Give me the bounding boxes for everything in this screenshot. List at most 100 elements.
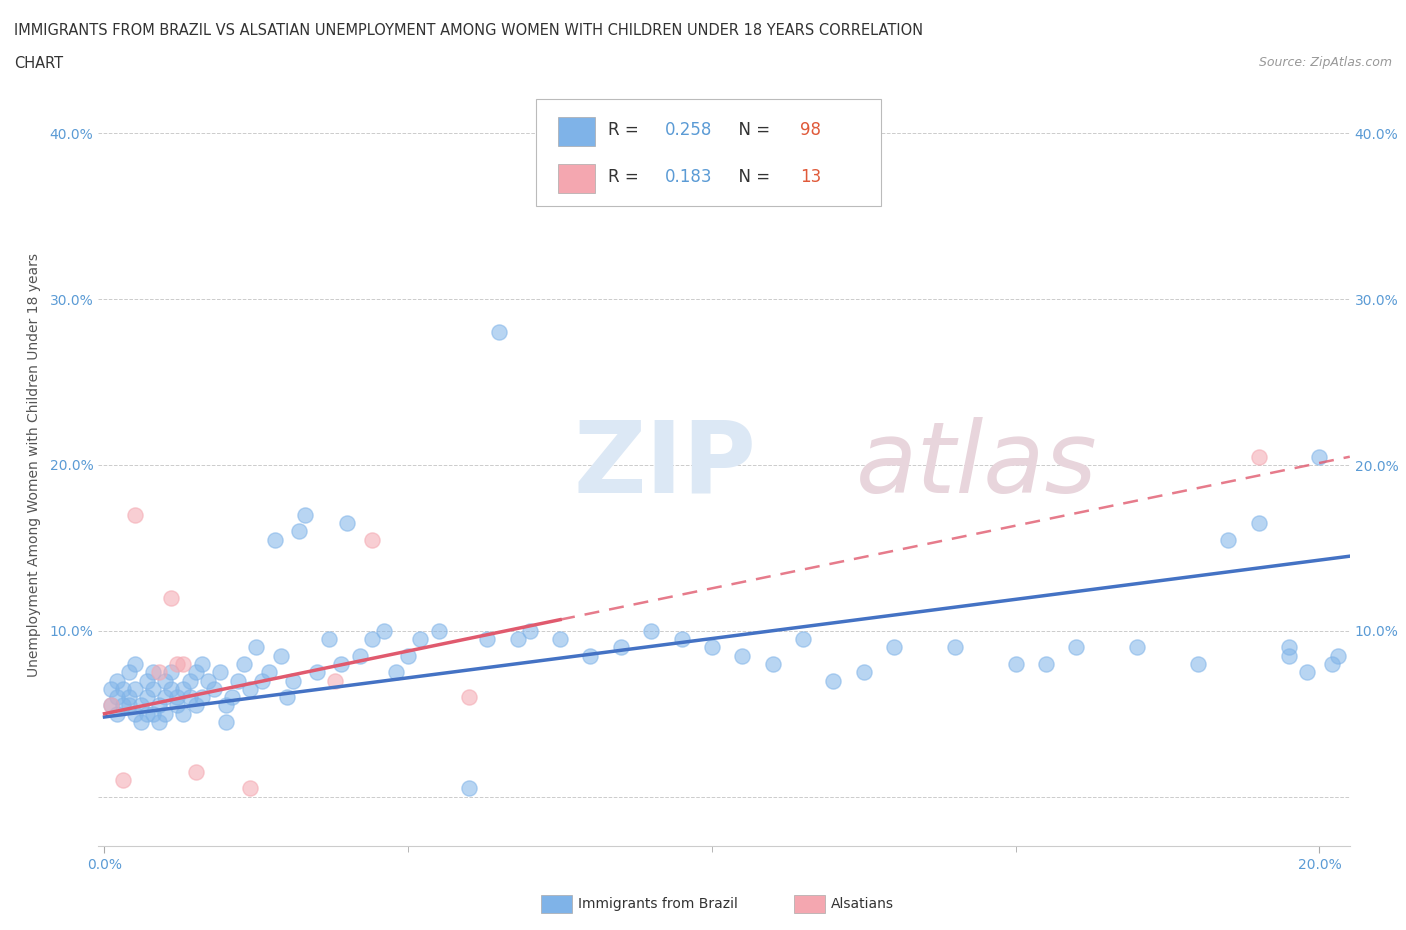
Point [172, 682, 194, 697]
Point [1296, 665, 1319, 680]
Text: N =: N = [728, 167, 770, 186]
Point [762, 657, 785, 671]
Point [349, 648, 371, 663]
Point [118, 690, 141, 705]
Point [640, 623, 662, 638]
Point [142, 706, 165, 721]
Point [111, 682, 134, 697]
Point [105, 673, 128, 688]
Point [671, 631, 693, 646]
Point [239, 781, 262, 796]
Point [360, 631, 382, 646]
Point [731, 648, 754, 663]
Point [1218, 532, 1240, 547]
Point [276, 690, 298, 705]
Point [852, 665, 875, 680]
Point [318, 631, 340, 646]
Point [184, 665, 207, 680]
Point [1320, 657, 1343, 671]
Point [111, 698, 134, 712]
Text: ZIP: ZIP [574, 417, 756, 513]
Point [1126, 640, 1149, 655]
Point [1278, 648, 1301, 663]
Point [1326, 648, 1348, 663]
Bar [558, 117, 595, 146]
Point [336, 515, 359, 530]
Text: R =: R = [607, 121, 644, 140]
Point [124, 507, 146, 522]
Text: 98: 98 [800, 121, 821, 140]
Text: atlas: atlas [855, 417, 1097, 513]
Point [136, 673, 159, 688]
Point [142, 682, 165, 697]
Point [245, 640, 267, 655]
Point [124, 682, 146, 697]
Point [288, 524, 311, 538]
Text: 0.183: 0.183 [665, 167, 713, 186]
Point [257, 665, 280, 680]
Point [124, 657, 146, 671]
Point [458, 690, 481, 705]
Point [883, 640, 905, 655]
Point [1247, 515, 1270, 530]
Point [202, 682, 225, 697]
Point [323, 673, 346, 688]
Point [409, 631, 432, 646]
Point [792, 631, 814, 646]
Point [233, 657, 256, 671]
Point [477, 631, 499, 646]
Point [155, 673, 177, 688]
Point [294, 507, 316, 522]
Point [100, 698, 122, 712]
Point [166, 657, 188, 671]
Point [610, 640, 633, 655]
Point [190, 690, 212, 705]
Point [100, 682, 122, 697]
Point [148, 665, 170, 680]
Point [943, 640, 966, 655]
Point [226, 673, 249, 688]
Point [1004, 657, 1026, 671]
Point [488, 325, 510, 339]
Point [252, 673, 274, 688]
Text: IMMIGRANTS FROM BRAZIL VS ALSATIAN UNEMPLOYMENT AMONG WOMEN WITH CHILDREN UNDER : IMMIGRANTS FROM BRAZIL VS ALSATIAN UNEMP… [14, 23, 924, 38]
Point [160, 665, 183, 680]
Text: Source: ZipAtlas.com: Source: ZipAtlas.com [1258, 56, 1392, 69]
Point [166, 698, 188, 712]
Point [155, 706, 177, 721]
Point [1308, 449, 1330, 464]
Y-axis label: Unemployment Among Women with Children Under 18 years: Unemployment Among Women with Children U… [27, 253, 41, 677]
Text: 0.258: 0.258 [665, 121, 713, 140]
Text: Immigrants from Brazil: Immigrants from Brazil [578, 897, 738, 911]
Text: N =: N = [728, 121, 770, 140]
Point [270, 648, 292, 663]
Point [373, 623, 395, 638]
Point [142, 665, 165, 680]
Point [166, 690, 188, 705]
Point [221, 690, 243, 705]
Point [148, 714, 170, 729]
Point [136, 706, 159, 721]
Point [155, 690, 177, 705]
Point [160, 682, 183, 697]
Point [360, 532, 382, 547]
Point [179, 690, 201, 705]
Point [148, 698, 170, 712]
Point [1187, 657, 1209, 671]
Point [548, 631, 571, 646]
Point [1247, 449, 1270, 464]
Point [215, 714, 238, 729]
Point [111, 773, 134, 788]
Point [281, 673, 304, 688]
Point [396, 648, 419, 663]
Point [330, 657, 353, 671]
Point [239, 682, 262, 697]
Point [519, 623, 541, 638]
Point [579, 648, 602, 663]
Text: 13: 13 [800, 167, 821, 186]
Point [1035, 657, 1057, 671]
Point [263, 532, 285, 547]
Point [105, 706, 128, 721]
Point [184, 698, 207, 712]
Point [179, 673, 201, 688]
